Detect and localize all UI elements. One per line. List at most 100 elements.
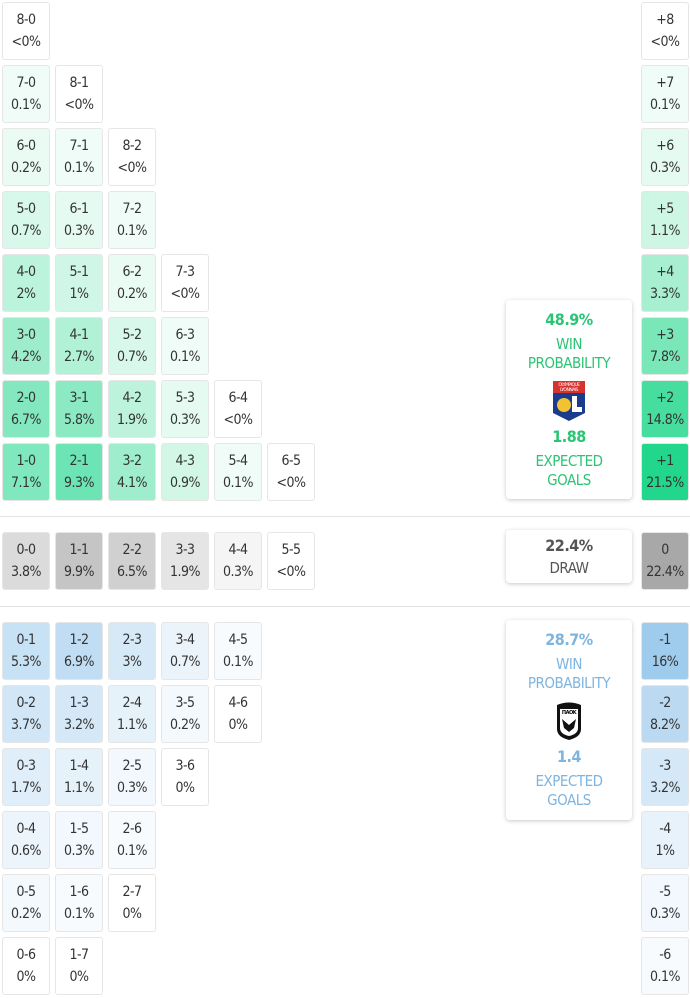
draw-margin-cell[interactable]: 0 22.4%	[641, 532, 689, 590]
away-margin-cell[interactable]: -5 0.3%	[641, 874, 689, 932]
home-score-cell[interactable]: 4-2 1.9%	[108, 380, 156, 438]
home-score-cell[interactable]: 7-3 <0%	[161, 254, 209, 312]
score-label: 1-3	[69, 695, 89, 711]
home-score-cell[interactable]: 6-4 <0%	[214, 380, 262, 438]
home-score-cell[interactable]: 3-0 4.2%	[2, 317, 50, 375]
home-margin-cell[interactable]: +7 0.1%	[641, 65, 689, 123]
home-score-cell[interactable]: 5-3 0.3%	[161, 380, 209, 438]
away-score-cell[interactable]: 1-7 0%	[55, 937, 103, 995]
home-score-cell[interactable]: 5-0 0.7%	[2, 191, 50, 249]
away-score-cell[interactable]: 1-2 6.9%	[55, 622, 103, 680]
home-margin-cell[interactable]: +8 <0%	[641, 2, 689, 60]
away-score-cell[interactable]: 3-6 0%	[161, 748, 209, 806]
home-score-cell[interactable]: 2-0 6.7%	[2, 380, 50, 438]
probability-value: 22.4%	[646, 564, 684, 580]
home-score-cell[interactable]: 6-3 0.1%	[161, 317, 209, 375]
away-margin-cell[interactable]: -4 1%	[641, 811, 689, 869]
away-score-cell[interactable]: 1-5 0.3%	[55, 811, 103, 869]
home-score-cell[interactable]: 5-2 0.7%	[108, 317, 156, 375]
probability-value: 0%	[122, 906, 142, 922]
away-score-cell[interactable]: 0-6 0%	[2, 937, 50, 995]
home-score-cell[interactable]: 7-2 0.1%	[108, 191, 156, 249]
away-score-cell[interactable]: 3-5 0.2%	[161, 685, 209, 743]
away-score-cell[interactable]: 0-3 1.7%	[2, 748, 50, 806]
draw-score-cell[interactable]: 3-3 1.9%	[161, 532, 209, 590]
away-score-cell[interactable]: 2-6 0.1%	[108, 811, 156, 869]
home-score-cell[interactable]: 2-1 9.3%	[55, 443, 103, 501]
away-score-cell[interactable]: 1-3 3.2%	[55, 685, 103, 743]
probability-value: 9.3%	[64, 475, 95, 491]
away-score-cell[interactable]: 0-2 3.7%	[2, 685, 50, 743]
probability-value: <0%	[276, 475, 306, 491]
probability-value: <0%	[170, 286, 200, 302]
home-score-cell[interactable]: 4-0 2%	[2, 254, 50, 312]
score-label: -4	[659, 821, 671, 837]
home-score-cell[interactable]: 7-0 0.1%	[2, 65, 50, 123]
away-margin-cell[interactable]: -6 0.1%	[641, 937, 689, 995]
home-score-cell[interactable]: 4-3 0.9%	[161, 443, 209, 501]
probability-value: <0%	[276, 564, 306, 580]
away-margin-cell[interactable]: -1 16%	[641, 622, 689, 680]
away-score-cell[interactable]: 3-4 0.7%	[161, 622, 209, 680]
probability-value: 0.3%	[170, 412, 201, 428]
home-score-cell[interactable]: 1-0 7.1%	[2, 443, 50, 501]
away-summary-card: 28.7% WIN PROBABILITY ΠΑΟΚ 1.4 EXPECTED …	[506, 620, 632, 820]
score-label: -6	[659, 947, 671, 963]
home-score-cell[interactable]: 4-1 2.7%	[55, 317, 103, 375]
away-score-cell[interactable]: 4-6 0%	[214, 685, 262, 743]
draw-score-cell[interactable]: 0-0 3.8%	[2, 532, 50, 590]
home-score-cell[interactable]: 3-2 4.1%	[108, 443, 156, 501]
score-label: 5-1	[69, 264, 89, 280]
home-score-cell[interactable]: 6-5 <0%	[267, 443, 315, 501]
score-label: -3	[659, 758, 671, 774]
away-margin-cell[interactable]: -3 3.2%	[641, 748, 689, 806]
score-label: +1	[656, 453, 674, 469]
score-label: 3-2	[122, 453, 142, 469]
home-score-cell[interactable]: 8-2 <0%	[108, 128, 156, 186]
away-score-cell[interactable]: 1-6 0.1%	[55, 874, 103, 932]
away-score-cell[interactable]: 1-4 1.1%	[55, 748, 103, 806]
home-score-cell[interactable]: 6-2 0.2%	[108, 254, 156, 312]
svg-text:ΠΑΟΚ: ΠΑΟΚ	[562, 710, 578, 716]
home-score-cell[interactable]: 5-4 0.1%	[214, 443, 262, 501]
away-score-cell[interactable]: 0-1 5.3%	[2, 622, 50, 680]
away-score-cell[interactable]: 0-4 0.6%	[2, 811, 50, 869]
home-score-cell[interactable]: 8-0 <0%	[2, 2, 50, 60]
probability-label: PROBABILITY	[527, 674, 611, 692]
home-margin-cell[interactable]: +3 7.8%	[641, 317, 689, 375]
away-score-cell[interactable]: 2-5 0.3%	[108, 748, 156, 806]
away-score-cell[interactable]: 0-5 0.2%	[2, 874, 50, 932]
score-label: 2-4	[122, 695, 142, 711]
home-score-cell[interactable]: 6-0 0.2%	[2, 128, 50, 186]
score-label: 7-2	[122, 201, 142, 217]
home-score-cell[interactable]: 8-1 <0%	[55, 65, 103, 123]
home-score-cell[interactable]: 7-1 0.1%	[55, 128, 103, 186]
home-margin-cell[interactable]: +5 1.1%	[641, 191, 689, 249]
draw-score-cell[interactable]: 5-5 <0%	[267, 532, 315, 590]
goals-label: GOALS	[547, 791, 591, 809]
away-score-cell[interactable]: 2-4 1.1%	[108, 685, 156, 743]
home-margin-cell[interactable]: +2 14.8%	[641, 380, 689, 438]
away-margin-cell[interactable]: -2 8.2%	[641, 685, 689, 743]
goals-label: GOALS	[547, 470, 591, 489]
away-score-cell[interactable]: 2-7 0%	[108, 874, 156, 932]
draw-score-cell[interactable]: 1-1 9.9%	[55, 532, 103, 590]
home-score-cell[interactable]: 3-1 5.8%	[55, 380, 103, 438]
draw-score-cell[interactable]: 2-2 6.5%	[108, 532, 156, 590]
probability-value: 1.9%	[117, 412, 148, 428]
score-label: +5	[656, 201, 674, 217]
home-margin-cell[interactable]: +6 0.3%	[641, 128, 689, 186]
expected-label: EXPECTED	[535, 451, 603, 470]
probability-value: 0.3%	[223, 564, 254, 580]
away-score-cell[interactable]: 2-3 3%	[108, 622, 156, 680]
probability-value: 0%	[175, 780, 195, 796]
probability-value: 3.7%	[11, 717, 42, 733]
draw-label: DRAW	[549, 558, 589, 577]
away-score-cell[interactable]: 4-5 0.1%	[214, 622, 262, 680]
draw-score-cell[interactable]: 4-4 0.3%	[214, 532, 262, 590]
home-score-cell[interactable]: 6-1 0.3%	[55, 191, 103, 249]
home-margin-cell[interactable]: +4 3.3%	[641, 254, 689, 312]
home-score-cell[interactable]: 5-1 1%	[55, 254, 103, 312]
home-margin-cell[interactable]: +1 21.5%	[641, 443, 689, 501]
score-label: -5	[659, 884, 671, 900]
